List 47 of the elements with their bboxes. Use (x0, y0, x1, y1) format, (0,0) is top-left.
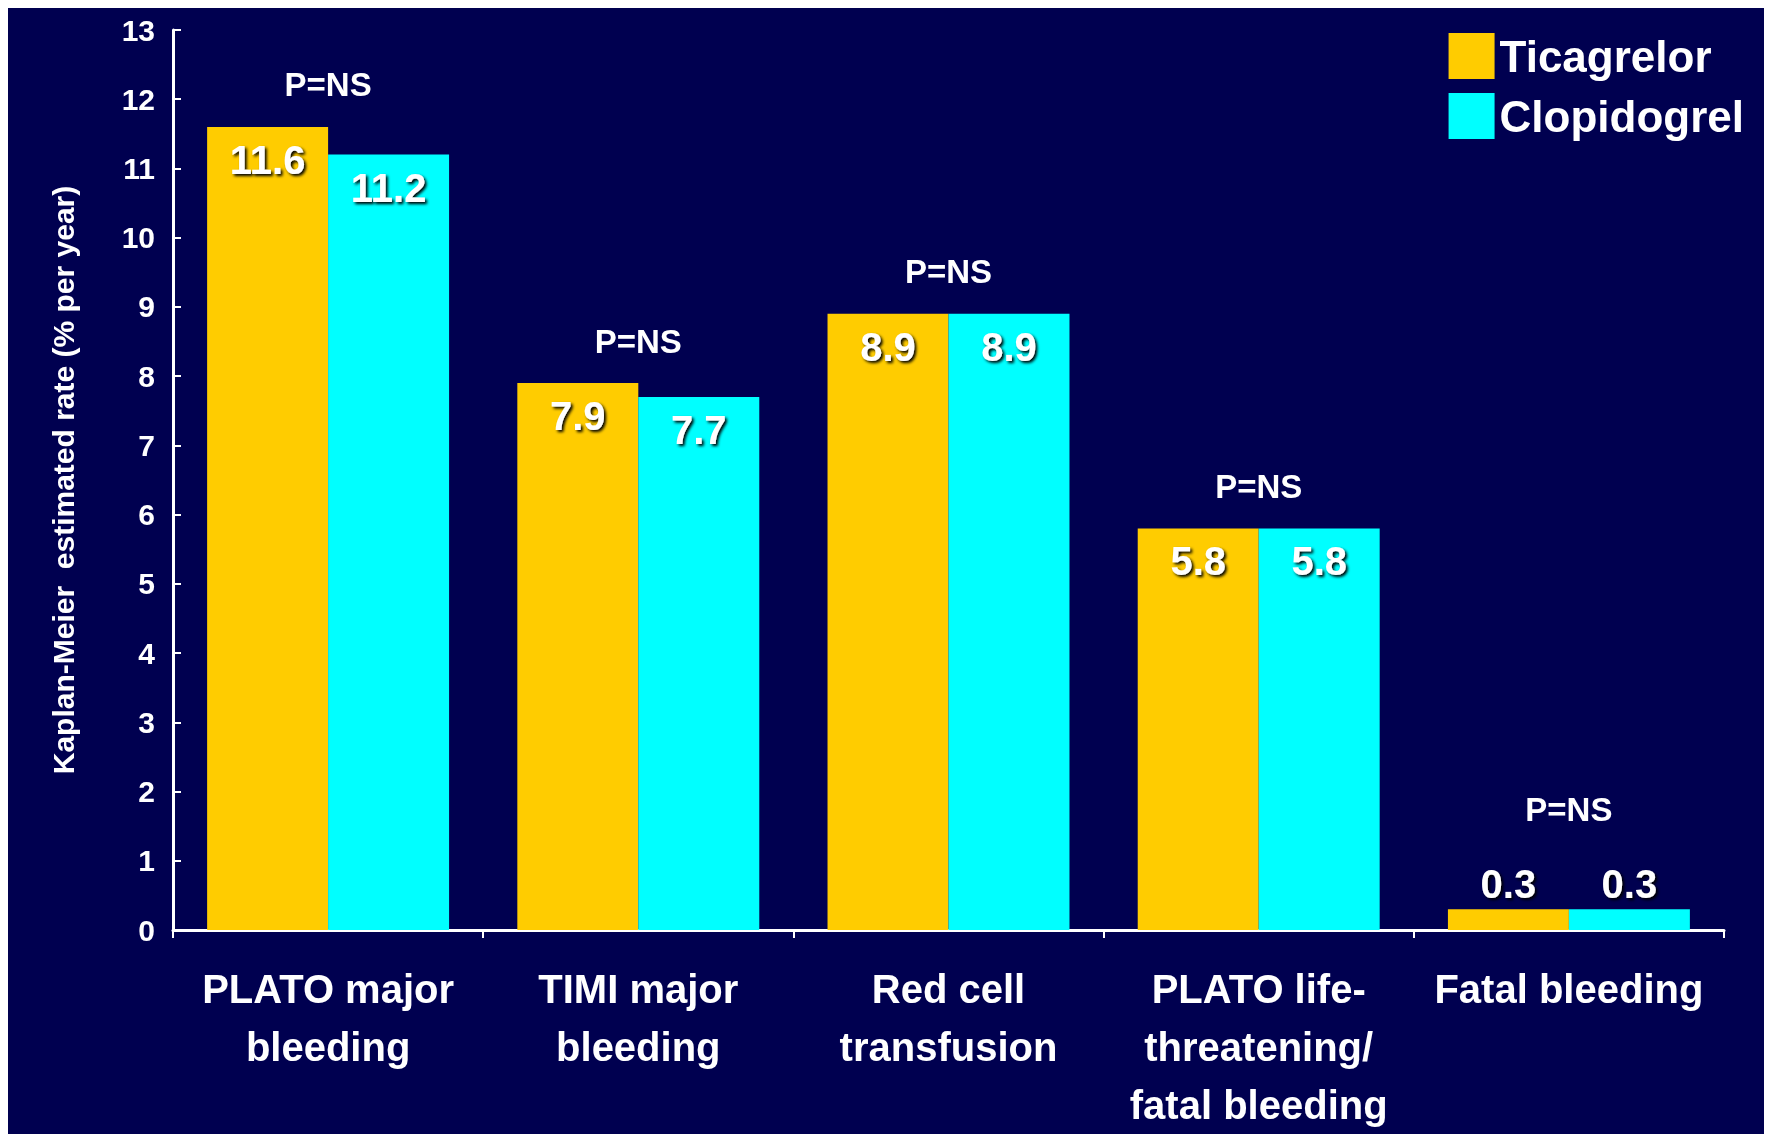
y-tick-label: 12 (121, 82, 155, 116)
y-tick-label: 2 (138, 775, 155, 809)
data-label: 11.6 (229, 137, 306, 182)
y-tick-label: 3 (138, 705, 155, 739)
y-tick-label: 0 (138, 913, 155, 947)
data-label: 7.7 (670, 407, 727, 452)
data-label: 5.8 (1291, 539, 1347, 584)
annotation: P=NS (1525, 790, 1613, 828)
annotation: P=NS (284, 66, 372, 104)
legend-label: Ticagrelor (1499, 31, 1712, 81)
data-label: 0.3 (1480, 862, 1537, 907)
annotation: P=NS (1215, 467, 1303, 505)
data-label: 8.9 (981, 324, 1037, 369)
data-label: 11.2 (350, 165, 427, 210)
x-tick-label: Fatal bleeding (1434, 967, 1704, 1011)
y-tick-label: 11 (123, 151, 155, 185)
y-tick-label: 1 (138, 844, 155, 878)
x-tick-label: TIMI major bleeding (538, 967, 739, 1069)
data-label: 5.8 (1170, 539, 1227, 584)
y-tick-label: 8 (138, 359, 155, 393)
bar (207, 126, 329, 930)
y-tick-label: 6 (138, 498, 155, 532)
bar (1447, 909, 1569, 930)
y-axis-title: Kaplan-Meier estimated rate (% per year) (46, 185, 80, 775)
bar (1568, 909, 1690, 930)
y-tick-label: 13 (121, 13, 155, 47)
bar (328, 154, 450, 930)
data-label: 7.9 (550, 394, 606, 439)
annotation: P=NS (904, 253, 993, 291)
x-tick-label: PLATO major bleeding (202, 967, 455, 1069)
annotation: P=NS (594, 322, 682, 360)
y-tick-label: 4 (138, 636, 156, 670)
data-label: 0.3 (1601, 862, 1658, 907)
x-tick-label: Red cell transfusion (839, 967, 1058, 1069)
y-tick-label: 7 (138, 428, 155, 462)
y-tick-label: 10 (121, 221, 155, 255)
y-tick-label: 5 (138, 567, 155, 601)
bar (827, 313, 949, 930)
bar (1258, 528, 1380, 930)
bar (1137, 528, 1259, 930)
bar (638, 396, 760, 930)
bar (517, 383, 639, 930)
bar (948, 313, 1070, 930)
x-tick-label: PLATO life-threatening/ fatal bleeding (1129, 967, 1388, 1127)
legend-label: Clopidogrel (1499, 91, 1745, 141)
y-tick-label: 9 (138, 290, 155, 324)
data-label: 8.9 (860, 324, 916, 369)
